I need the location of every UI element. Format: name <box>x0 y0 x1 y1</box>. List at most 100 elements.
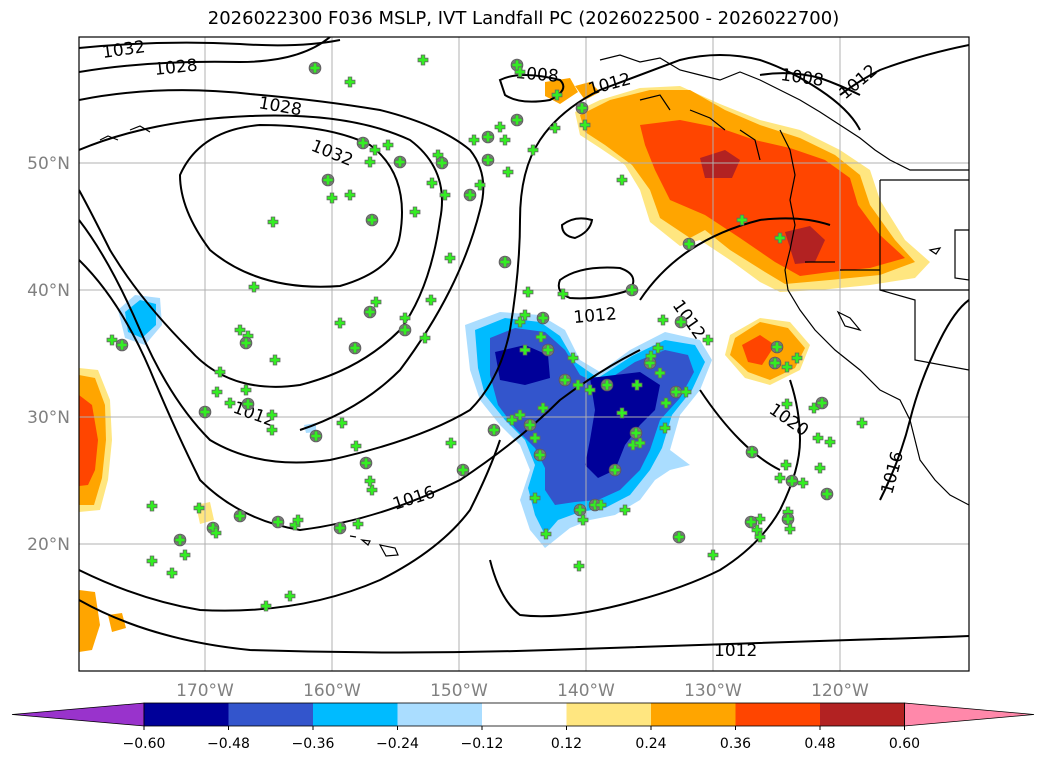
landfall-plus-marker <box>269 354 281 366</box>
landfall-plus-marker <box>482 154 494 166</box>
landfall-plus-marker <box>266 424 278 436</box>
landfall-plus-marker <box>234 510 246 522</box>
landfall-plus-marker <box>780 459 792 471</box>
landfall-plus-marker <box>179 549 191 561</box>
lon-label: 160°W <box>303 681 361 701</box>
landfall-plus-marker <box>821 488 833 500</box>
lat-label: 40°N <box>27 281 70 301</box>
landfall-plus-marker <box>360 457 372 469</box>
landfall-plus-marker <box>364 475 376 487</box>
landfall-plus-marker <box>292 514 304 526</box>
colorbar-extend-low <box>11 702 145 727</box>
landfall-plus-marker <box>224 397 236 409</box>
landfall-plus-marker <box>680 386 692 398</box>
landfall-plus-marker <box>174 534 186 546</box>
landfall-plus-marker <box>774 472 786 484</box>
colorbar-tick-label: 0.24 <box>635 736 666 752</box>
landfall-plus-marker <box>816 397 828 409</box>
map-frame <box>78 36 970 672</box>
landfall-plus-marker <box>382 139 394 151</box>
colorbar-tick-label: 0.12 <box>551 736 582 752</box>
landfall-plus-marker <box>736 214 748 226</box>
longitude-labels: 170°W 160°W 150°W 140°W 130°W 120°W <box>176 681 869 701</box>
lon-label: 170°W <box>176 681 234 701</box>
landfall-plus-marker <box>364 156 376 168</box>
landfall-plus-marker <box>146 555 158 567</box>
landfall-plus-marker <box>426 177 438 189</box>
landfall-plus-marker <box>514 66 526 78</box>
colorbar-segment <box>651 703 736 726</box>
landfall-plus-marker <box>856 417 868 429</box>
landfall-plus-marker <box>336 417 348 429</box>
isobar-label: 1012 <box>573 304 618 328</box>
landfall-plus-marker <box>659 422 671 434</box>
landfall-plus-marker <box>399 324 411 336</box>
landfall-plus-marker <box>439 189 451 201</box>
landfall-plus-marker <box>284 590 296 602</box>
map-title: 2026022300 F036 MSLP, IVT Landfall PC (2… <box>207 8 840 29</box>
landfall-plus-marker <box>559 374 571 386</box>
landfall-plus-marker <box>630 427 642 439</box>
colorbar-segment <box>735 703 821 726</box>
landfall-plus-marker <box>519 309 531 321</box>
landfall-plus-marker <box>577 514 589 526</box>
isobar-label: 1028 <box>153 56 198 80</box>
landfall-plus-marker <box>272 516 284 528</box>
landfall-plus-marker <box>542 344 554 356</box>
landfall-plus-marker <box>344 76 356 88</box>
landfall-plus-marker <box>514 409 526 421</box>
landfall-plus-marker <box>146 500 158 512</box>
landfall-plus-marker <box>394 156 406 168</box>
lat-label: 20°N <box>27 535 70 555</box>
landfall-plus-marker <box>781 398 793 410</box>
landfall-plus-marker <box>248 281 260 293</box>
colorbar-segment <box>228 703 314 726</box>
landfall-plus-marker <box>551 89 563 101</box>
landfall-plus-marker <box>808 402 820 414</box>
landfall-plus-marker <box>266 409 278 421</box>
lon-label: 150°W <box>430 681 488 701</box>
colorbar-segment <box>313 703 398 726</box>
colorbar: −0.60 −0.48 −0.36 −0.24 −0.12 0.12 0.24 0.36 0.4… <box>11 702 1035 752</box>
landfall-plus-marker <box>350 440 362 452</box>
lon-label: 130°W <box>684 681 742 701</box>
landfall-plus-marker <box>652 342 664 354</box>
landfall-plus-marker <box>654 367 666 379</box>
isobars <box>79 37 969 654</box>
landfall-plus-marker <box>349 342 361 354</box>
map-area: 1032 1028 1028 1032 1008 1012 1008 1012 … <box>79 37 969 671</box>
landfall-plus-marker <box>240 384 252 396</box>
landfall-plus-marker <box>309 62 321 74</box>
landfall-plus-marker <box>576 102 588 114</box>
landfall-plus-marker <box>409 206 421 218</box>
landfall-plus-marker <box>425 294 437 306</box>
colorbar-extend-high <box>904 702 1035 727</box>
lon-label: 140°W <box>557 681 615 701</box>
landfall-plus-marker <box>211 386 223 398</box>
landfall-plus-marker <box>242 398 254 410</box>
landfall-plus-marker <box>370 296 382 308</box>
landfall-plus-marker <box>601 379 613 391</box>
landfall-plus-marker <box>824 436 836 448</box>
landfall-plus-marker <box>631 379 643 391</box>
landfall-plus-marker <box>534 449 546 461</box>
landfall-plus-marker <box>260 600 272 612</box>
landfall-plus-marker <box>369 144 381 156</box>
landfall-plus-marker <box>529 492 541 504</box>
landfall-plus-marker <box>529 432 541 444</box>
landfall-plus-marker <box>445 437 457 449</box>
landfall-plus-marker <box>366 214 378 226</box>
landfall-plus-marker <box>754 513 766 525</box>
landfall-plus-marker <box>609 464 621 476</box>
landfall-plus-marker <box>499 134 511 146</box>
coastlines <box>99 54 969 557</box>
landfall-plus-marker <box>352 518 364 530</box>
landfall-plus-marker <box>506 414 518 426</box>
landfall-plus-marker <box>771 341 783 353</box>
landfall-plus-marker <box>754 531 766 543</box>
landfall-markers <box>106 54 868 612</box>
landfall-plus-marker <box>572 379 584 391</box>
landfall-plus-marker <box>595 499 607 511</box>
colorbar-tick-label: −0.36 <box>292 736 335 752</box>
